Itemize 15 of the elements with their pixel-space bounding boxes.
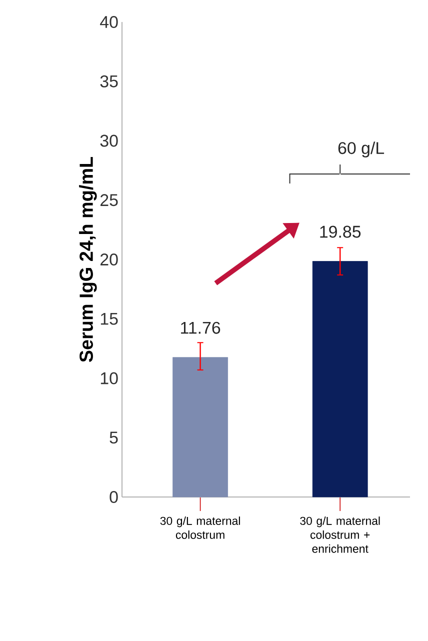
data-label: 19.85 [320,226,361,238]
y-tick-label: 25 [100,194,118,206]
y-axis-title: Serum IgG 24,h mg/mL [79,157,97,362]
x-tick-label: 30 g/L maternal colostrum + enrichment [300,516,380,553]
y-tick-label: 5 [110,432,118,444]
data-label: 11.76 [181,322,220,334]
annotation: 60 g/L [338,142,384,158]
y-tick-label: 10 [100,372,118,384]
y-tick-label: 40 [100,16,118,28]
y-tick-label: 0 [110,491,118,503]
x-tick-label: 30 g/L maternal colostrum [160,516,240,539]
y-tick-label: 20 [100,254,118,266]
y-tick-label: 30 [100,134,118,147]
y-tick-label: 35 [100,75,118,88]
y-tick-label: 15 [100,312,118,325]
